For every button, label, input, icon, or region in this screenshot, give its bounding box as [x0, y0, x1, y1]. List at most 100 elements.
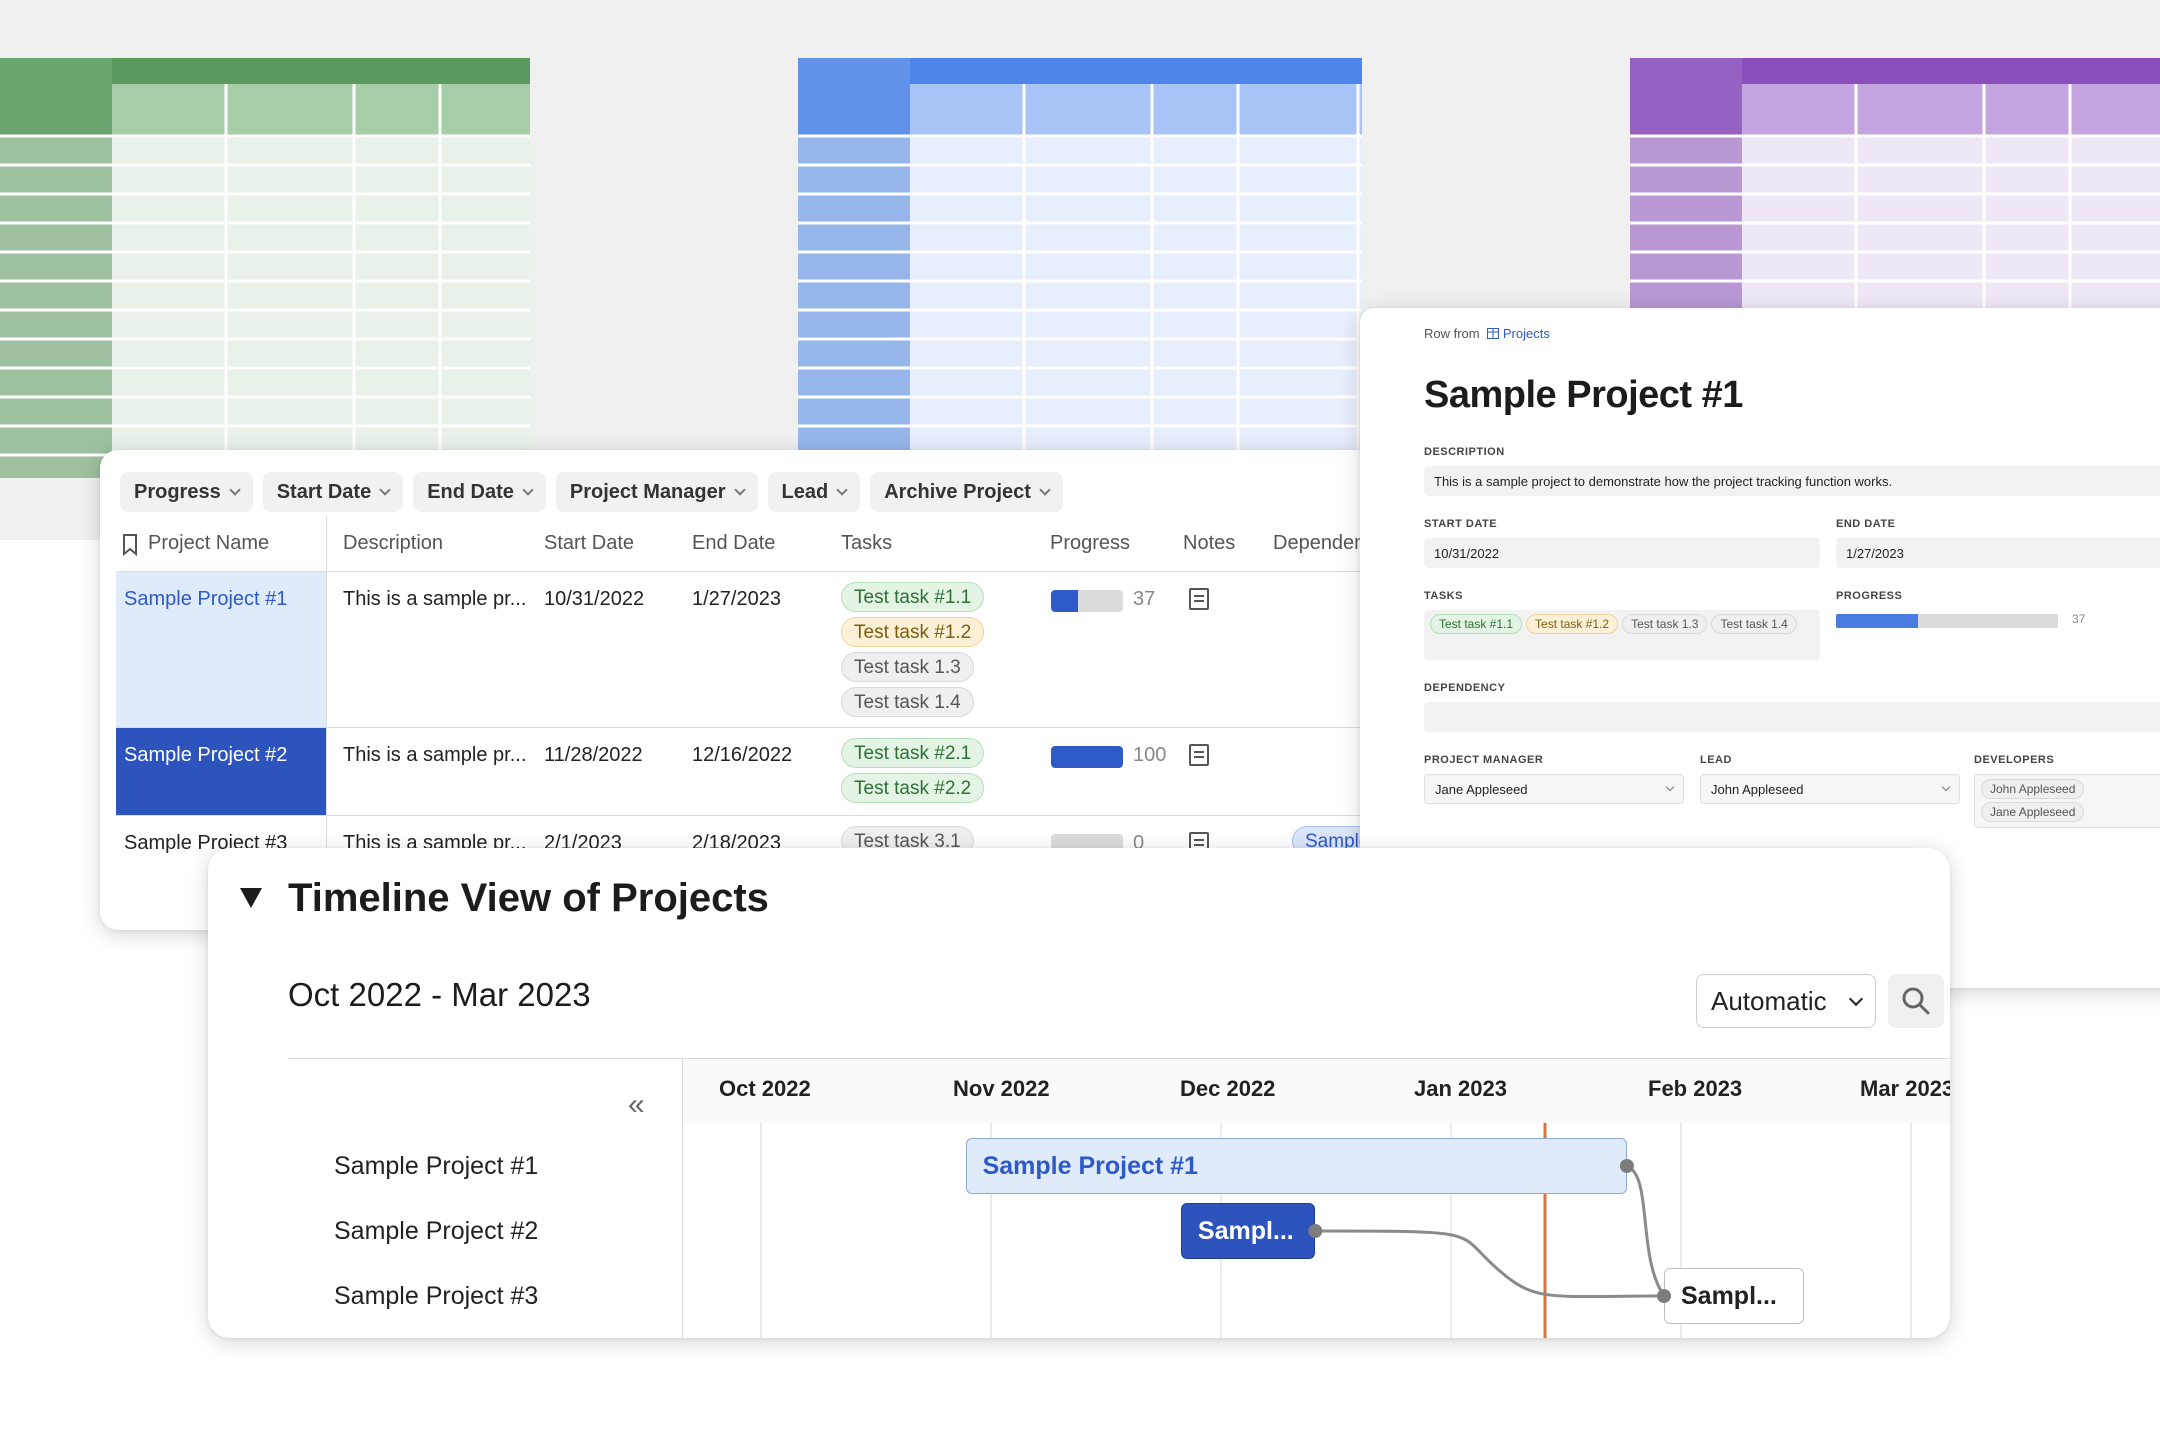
- header-start-date[interactable]: Start Date: [544, 532, 635, 554]
- chip-start-date[interactable]: Start Date: [262, 472, 404, 512]
- task-tag[interactable]: Test task #2.1: [841, 738, 985, 768]
- detail-progress-value: 37: [2072, 612, 2086, 626]
- chip-label: Lead: [781, 480, 829, 503]
- header-notes[interactable]: Notes: [1183, 532, 1236, 554]
- chip-label: Start Date: [276, 480, 372, 503]
- timeline-card: Timeline View of Projects Oct 2022 - Mar…: [208, 848, 1950, 1338]
- start-date-field[interactable]: 10/31/2022: [1424, 538, 1820, 568]
- tasks-label: TASKS: [1424, 590, 1463, 602]
- chip-label: Progress: [134, 480, 221, 503]
- header-progress[interactable]: Progress: [1050, 532, 1131, 554]
- header-description[interactable]: Description: [343, 532, 444, 554]
- tasks-field[interactable]: Test task #1.1 Test task #1.2 Test task 1.…: [1424, 610, 1820, 660]
- progress-bar: [1051, 590, 1123, 612]
- column-divider: [326, 516, 327, 930]
- table-icon: [1487, 328, 1500, 339]
- timeline-left-divider: [682, 1059, 683, 1338]
- description-label: DESCRIPTION: [1424, 446, 1505, 458]
- progress-value: 0: [1133, 832, 1145, 854]
- progress-value: 37: [1133, 588, 1156, 610]
- developer-tag[interactable]: John Appleseed: [1981, 779, 2085, 799]
- search-button[interactable]: [1888, 974, 1944, 1028]
- chip-archive-project[interactable]: Archive Project: [870, 472, 1063, 512]
- row-end-date: 1/27/2023: [692, 588, 781, 610]
- table-row[interactable]: Sample Project #2 This is a sample pr...…: [116, 728, 1390, 816]
- timeline-date-range: Oct 2022 - Mar 2023: [288, 976, 591, 1013]
- timeline-bar-sample-project-2[interactable]: Sampl...: [1180, 1203, 1316, 1259]
- chip-lead[interactable]: Lead: [767, 472, 861, 512]
- header-tasks[interactable]: Tasks: [841, 532, 893, 554]
- header-end-date[interactable]: End Date: [692, 532, 776, 554]
- bar-label: Sample Project #1: [982, 1151, 1198, 1180]
- background-sheet-grid: [1630, 58, 2160, 318]
- task-tag[interactable]: Test task #2.2: [841, 773, 985, 803]
- task-tag[interactable]: Test task #1.2: [841, 617, 985, 647]
- bookmark-icon: [123, 534, 137, 556]
- column-filter-chips: Progress Start Date End Date Project Man…: [120, 472, 1063, 512]
- chevron-down-icon: [836, 483, 848, 496]
- project-manager-select[interactable]: Jane Appleseed: [1424, 774, 1684, 804]
- progress-value: 100: [1133, 744, 1167, 766]
- developers-field[interactable]: John Appleseed Jane Appleseed: [1974, 774, 2160, 828]
- chip-label: Archive Project: [884, 480, 1031, 503]
- timeline-title: Timeline View of Projects: [288, 876, 769, 920]
- project-manager-label: PROJECT MANAGER: [1424, 754, 1544, 766]
- row-description: This is a sample pr...: [343, 588, 527, 610]
- zoom-mode-select[interactable]: Automatic: [1696, 974, 1876, 1028]
- table-row[interactable]: Sample Project #1 This is a sample pr...…: [116, 572, 1390, 728]
- bar-label: Sampl...: [1197, 1216, 1294, 1245]
- task-tag[interactable]: Test task 1.3: [1622, 614, 1708, 634]
- background-sheet-grid: [0, 58, 530, 478]
- dependency-label: DEPENDENCY: [1424, 682, 1506, 694]
- detail-title: Sample Project #1: [1424, 374, 1743, 416]
- month-label: Nov 2022: [953, 1076, 1050, 1101]
- header-dependency[interactable]: Dependen: [1273, 532, 1366, 554]
- progress-fill: [1836, 614, 1919, 628]
- row-name-cell[interactable]: Sample Project #1: [116, 572, 326, 727]
- progress-bar: [1051, 746, 1123, 768]
- chip-end-date[interactable]: End Date: [413, 472, 546, 512]
- background-sheet-blue: [798, 58, 1362, 458]
- task-tag[interactable]: Test task #1.1: [1430, 614, 1523, 634]
- chevron-down-icon: [379, 483, 391, 496]
- task-tag[interactable]: Test task 1.4: [1711, 614, 1797, 634]
- end-date-field[interactable]: 1/27/2023: [1836, 538, 2160, 568]
- timeline-bar-sample-project-1[interactable]: Sample Project #1: [965, 1138, 1627, 1194]
- chevron-down-icon: [229, 483, 241, 496]
- timeline-project-label[interactable]: Sample Project #2: [334, 1217, 539, 1245]
- collapse-triangle-icon[interactable]: [240, 888, 262, 908]
- task-tag[interactable]: Test task #1.2: [1526, 614, 1619, 634]
- task-tag[interactable]: Test task 1.3: [841, 652, 974, 682]
- background-sheet-grid: [798, 58, 1362, 458]
- timeline-bar-sample-project-3[interactable]: Sampl...: [1664, 1268, 1804, 1324]
- chip-progress[interactable]: Progress: [120, 472, 253, 512]
- developer-tag[interactable]: Jane Appleseed: [1981, 802, 2085, 822]
- row-tasks: Test task #1.1 Test task #1.2 Test task …: [841, 582, 985, 722]
- progress-label: PROGRESS: [1836, 590, 1903, 602]
- row-start-date: 10/31/2022: [544, 588, 645, 610]
- header-project-name[interactable]: Project Name: [148, 532, 270, 554]
- lead-value: John Appleseed: [1711, 781, 1804, 797]
- row-name-cell[interactable]: Sample Project #2: [116, 728, 326, 815]
- chip-project-manager[interactable]: Project Manager: [555, 472, 758, 512]
- row-from-text: Row from: [1424, 326, 1480, 341]
- task-tag[interactable]: Test task 1.4: [841, 687, 974, 717]
- task-tag[interactable]: Test task #1.1: [841, 582, 985, 612]
- row-start-date: 11/28/2022: [544, 744, 643, 766]
- timeline-project-label[interactable]: Sample Project #1: [334, 1152, 539, 1180]
- project-name-link[interactable]: Sample Project #2: [124, 744, 288, 766]
- progress-fill: [1051, 590, 1078, 612]
- timeline-separator: [288, 1058, 1950, 1059]
- collapse-left-pane-icon[interactable]: «: [628, 1088, 645, 1121]
- month-label: Oct 2022: [719, 1076, 811, 1101]
- lead-select[interactable]: John Appleseed: [1700, 774, 1960, 804]
- developers-label: DEVELOPERS: [1974, 754, 2055, 766]
- dependency-connector: [1626, 1164, 1666, 1297]
- project-name-link[interactable]: Sample Project #1: [124, 588, 288, 610]
- projects-link[interactable]: Projects: [1502, 326, 1550, 341]
- timeline-project-label[interactable]: Sample Project #3: [334, 1282, 539, 1310]
- dependency-field[interactable]: [1424, 702, 2160, 732]
- notes-icon[interactable]: [1189, 588, 1209, 610]
- notes-icon[interactable]: [1189, 744, 1209, 766]
- description-field[interactable]: This is a sample project to demonstrate …: [1424, 466, 2160, 496]
